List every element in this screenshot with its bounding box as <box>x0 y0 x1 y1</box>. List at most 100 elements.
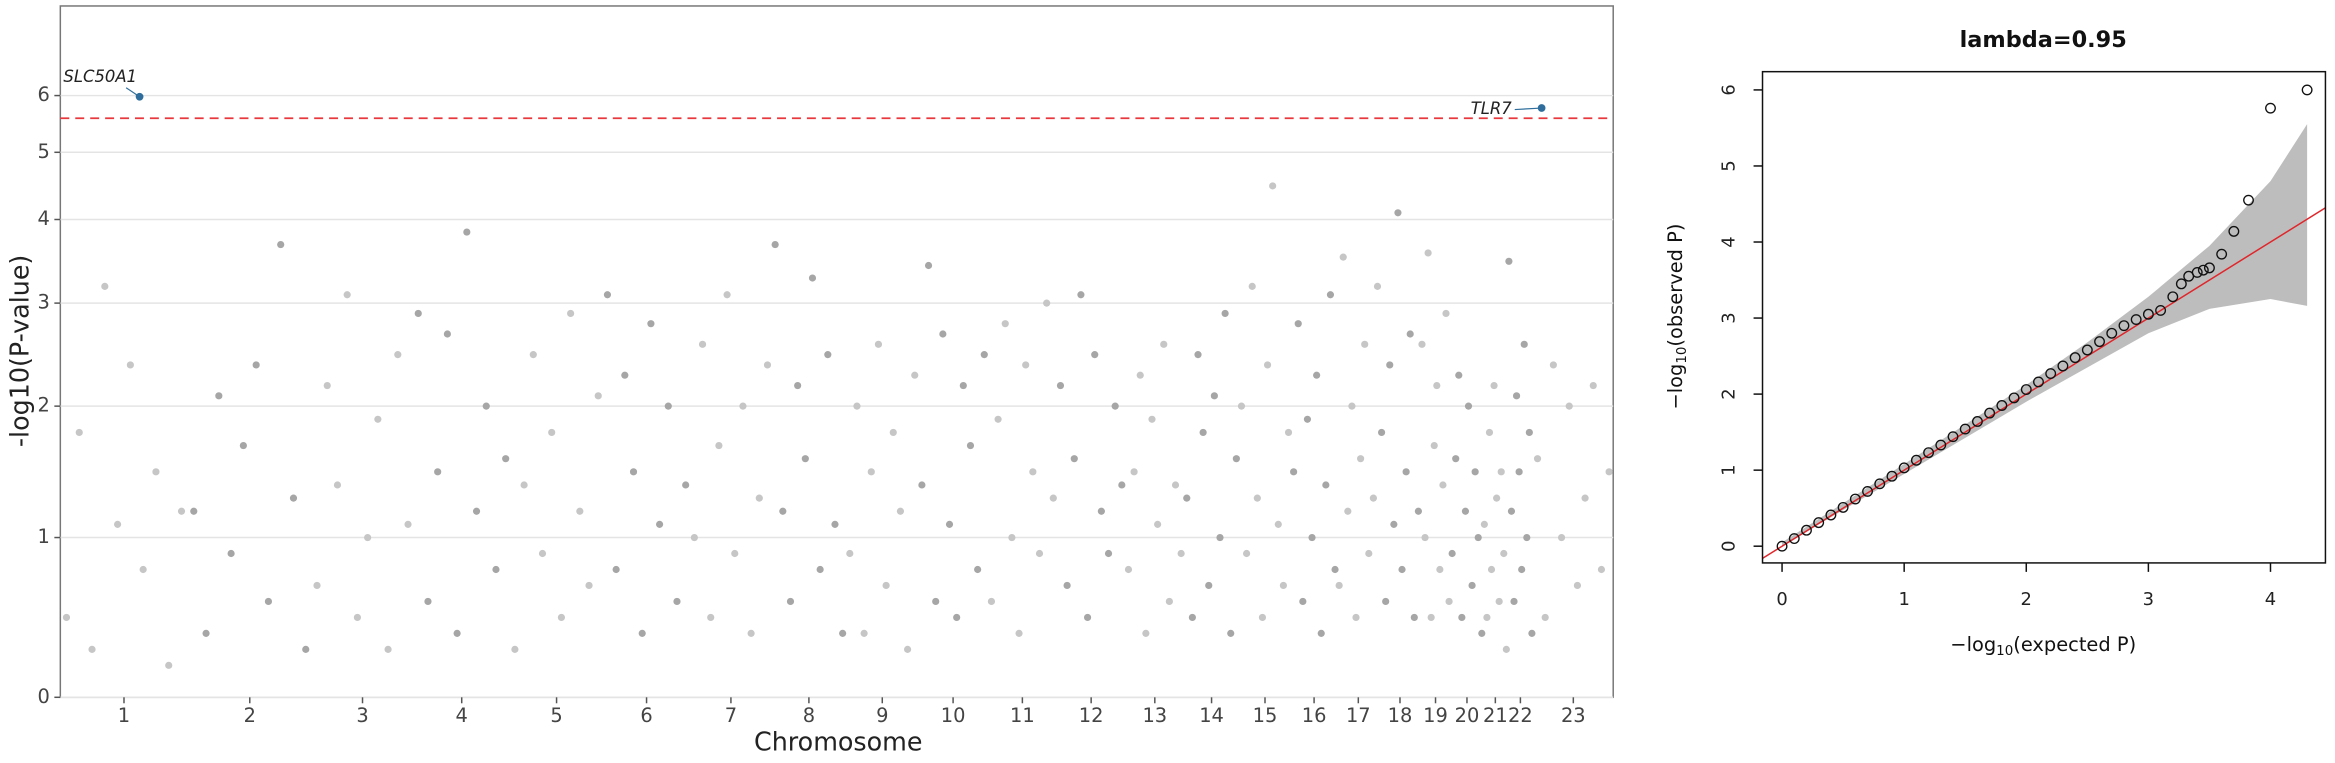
qq-point <box>1886 470 1898 482</box>
snp-point <box>520 481 528 489</box>
snp-point <box>1515 468 1523 476</box>
snp-point <box>548 428 556 436</box>
x-tick-label: 3 <box>356 704 368 727</box>
chart-title: lambda=0.95 <box>1960 27 2127 53</box>
snp-point <box>394 351 402 359</box>
snp-point <box>924 261 933 270</box>
snp-point <box>860 629 868 637</box>
qq-point <box>2033 376 2044 388</box>
snp-point <box>1448 549 1456 558</box>
snp-point <box>1258 613 1267 622</box>
snp-point <box>1495 597 1503 606</box>
snp-point <box>1468 581 1476 590</box>
snp-point <box>1369 494 1377 502</box>
snp-point <box>1317 629 1325 637</box>
snp-point <box>771 240 779 249</box>
snp-point <box>824 351 832 359</box>
x-tick-label: 2 <box>2021 589 2032 610</box>
x-tick-label: 20 <box>1455 704 1480 727</box>
snp-point <box>647 320 655 328</box>
y-tick-label: 0 <box>38 685 50 708</box>
snp-point <box>889 428 897 436</box>
snp-point <box>1263 361 1272 369</box>
snp-point <box>882 581 890 590</box>
snp-point <box>1502 645 1510 653</box>
snp-point <box>594 392 602 400</box>
x-tick-label: 2 <box>244 704 256 727</box>
snp-point <box>1083 613 1092 622</box>
y-tick-label: 5 <box>1719 160 1740 171</box>
snp-point <box>1436 565 1444 574</box>
snp-point <box>492 565 500 574</box>
qq-point <box>1788 533 1800 545</box>
qq-point <box>1935 439 1947 451</box>
snp-point <box>786 597 795 606</box>
qq-point <box>2265 102 2276 114</box>
qq-point <box>2118 320 2130 332</box>
snp-point <box>1445 597 1453 606</box>
snp-point <box>1232 455 1240 463</box>
gene-label: SLC50A1 <box>63 67 137 86</box>
qq-point <box>1837 501 1849 513</box>
snp-point <box>1111 402 1119 410</box>
snp-point <box>1357 455 1365 463</box>
snp-point <box>974 565 982 574</box>
snp-point <box>966 441 975 450</box>
snp-point <box>987 597 996 606</box>
snp-point <box>1097 507 1105 515</box>
snp-point <box>1049 494 1057 502</box>
snp-point <box>763 361 772 369</box>
snp-point <box>904 645 912 653</box>
snp-point <box>715 441 723 450</box>
snp-point <box>1335 581 1343 590</box>
x-tick-label: 1 <box>118 704 130 727</box>
snp-point <box>1008 533 1016 542</box>
qq-point <box>1898 462 1910 474</box>
snp-point <box>1177 549 1185 558</box>
snp-point <box>1581 494 1589 502</box>
snp-point <box>1418 340 1426 348</box>
snp-point <box>1402 468 1410 476</box>
snp-point <box>1377 428 1386 436</box>
y-axis-title: −log10(observed P) <box>1663 224 1689 410</box>
snp-point <box>1414 507 1422 515</box>
snp-point <box>511 645 519 653</box>
snp-point <box>1124 565 1133 574</box>
x-tick-label: 5 <box>550 704 562 727</box>
snp-point <box>801 455 809 463</box>
snp-point <box>1303 415 1312 423</box>
snp-point <box>1520 340 1528 348</box>
snp-point <box>1326 291 1335 299</box>
snp-point <box>1365 549 1373 558</box>
x-tick-label: 4 <box>456 704 468 727</box>
snp-point <box>1421 533 1429 542</box>
snp-point <box>1216 533 1224 542</box>
snp-point <box>794 381 802 390</box>
snp-point <box>664 402 672 410</box>
snp-point <box>1458 613 1466 622</box>
x-tick-label: 16 <box>1302 704 1327 727</box>
snp-point <box>1406 330 1414 338</box>
snp-point <box>980 351 988 359</box>
snp-point <box>1439 481 1447 489</box>
snp-point <box>1390 520 1398 528</box>
snp-point <box>1029 468 1037 476</box>
snp-point <box>1194 351 1202 359</box>
snp-point <box>1493 494 1501 502</box>
snp-point <box>152 468 160 476</box>
snp-point <box>1001 320 1009 328</box>
snp-point <box>538 549 547 558</box>
highlight-point <box>1537 104 1546 112</box>
snp-point <box>959 381 967 390</box>
snp-point <box>384 645 392 653</box>
y-tick-label: 3 <box>1719 312 1740 323</box>
snp-point <box>1455 371 1463 379</box>
y-tick-label: 6 <box>1719 84 1740 95</box>
snp-point <box>1352 613 1360 622</box>
snp-point <box>1130 468 1138 476</box>
qq-point <box>2057 360 2069 372</box>
snp-point <box>1500 549 1508 558</box>
snp-point <box>638 629 646 637</box>
label-part: −log <box>1663 364 1686 410</box>
